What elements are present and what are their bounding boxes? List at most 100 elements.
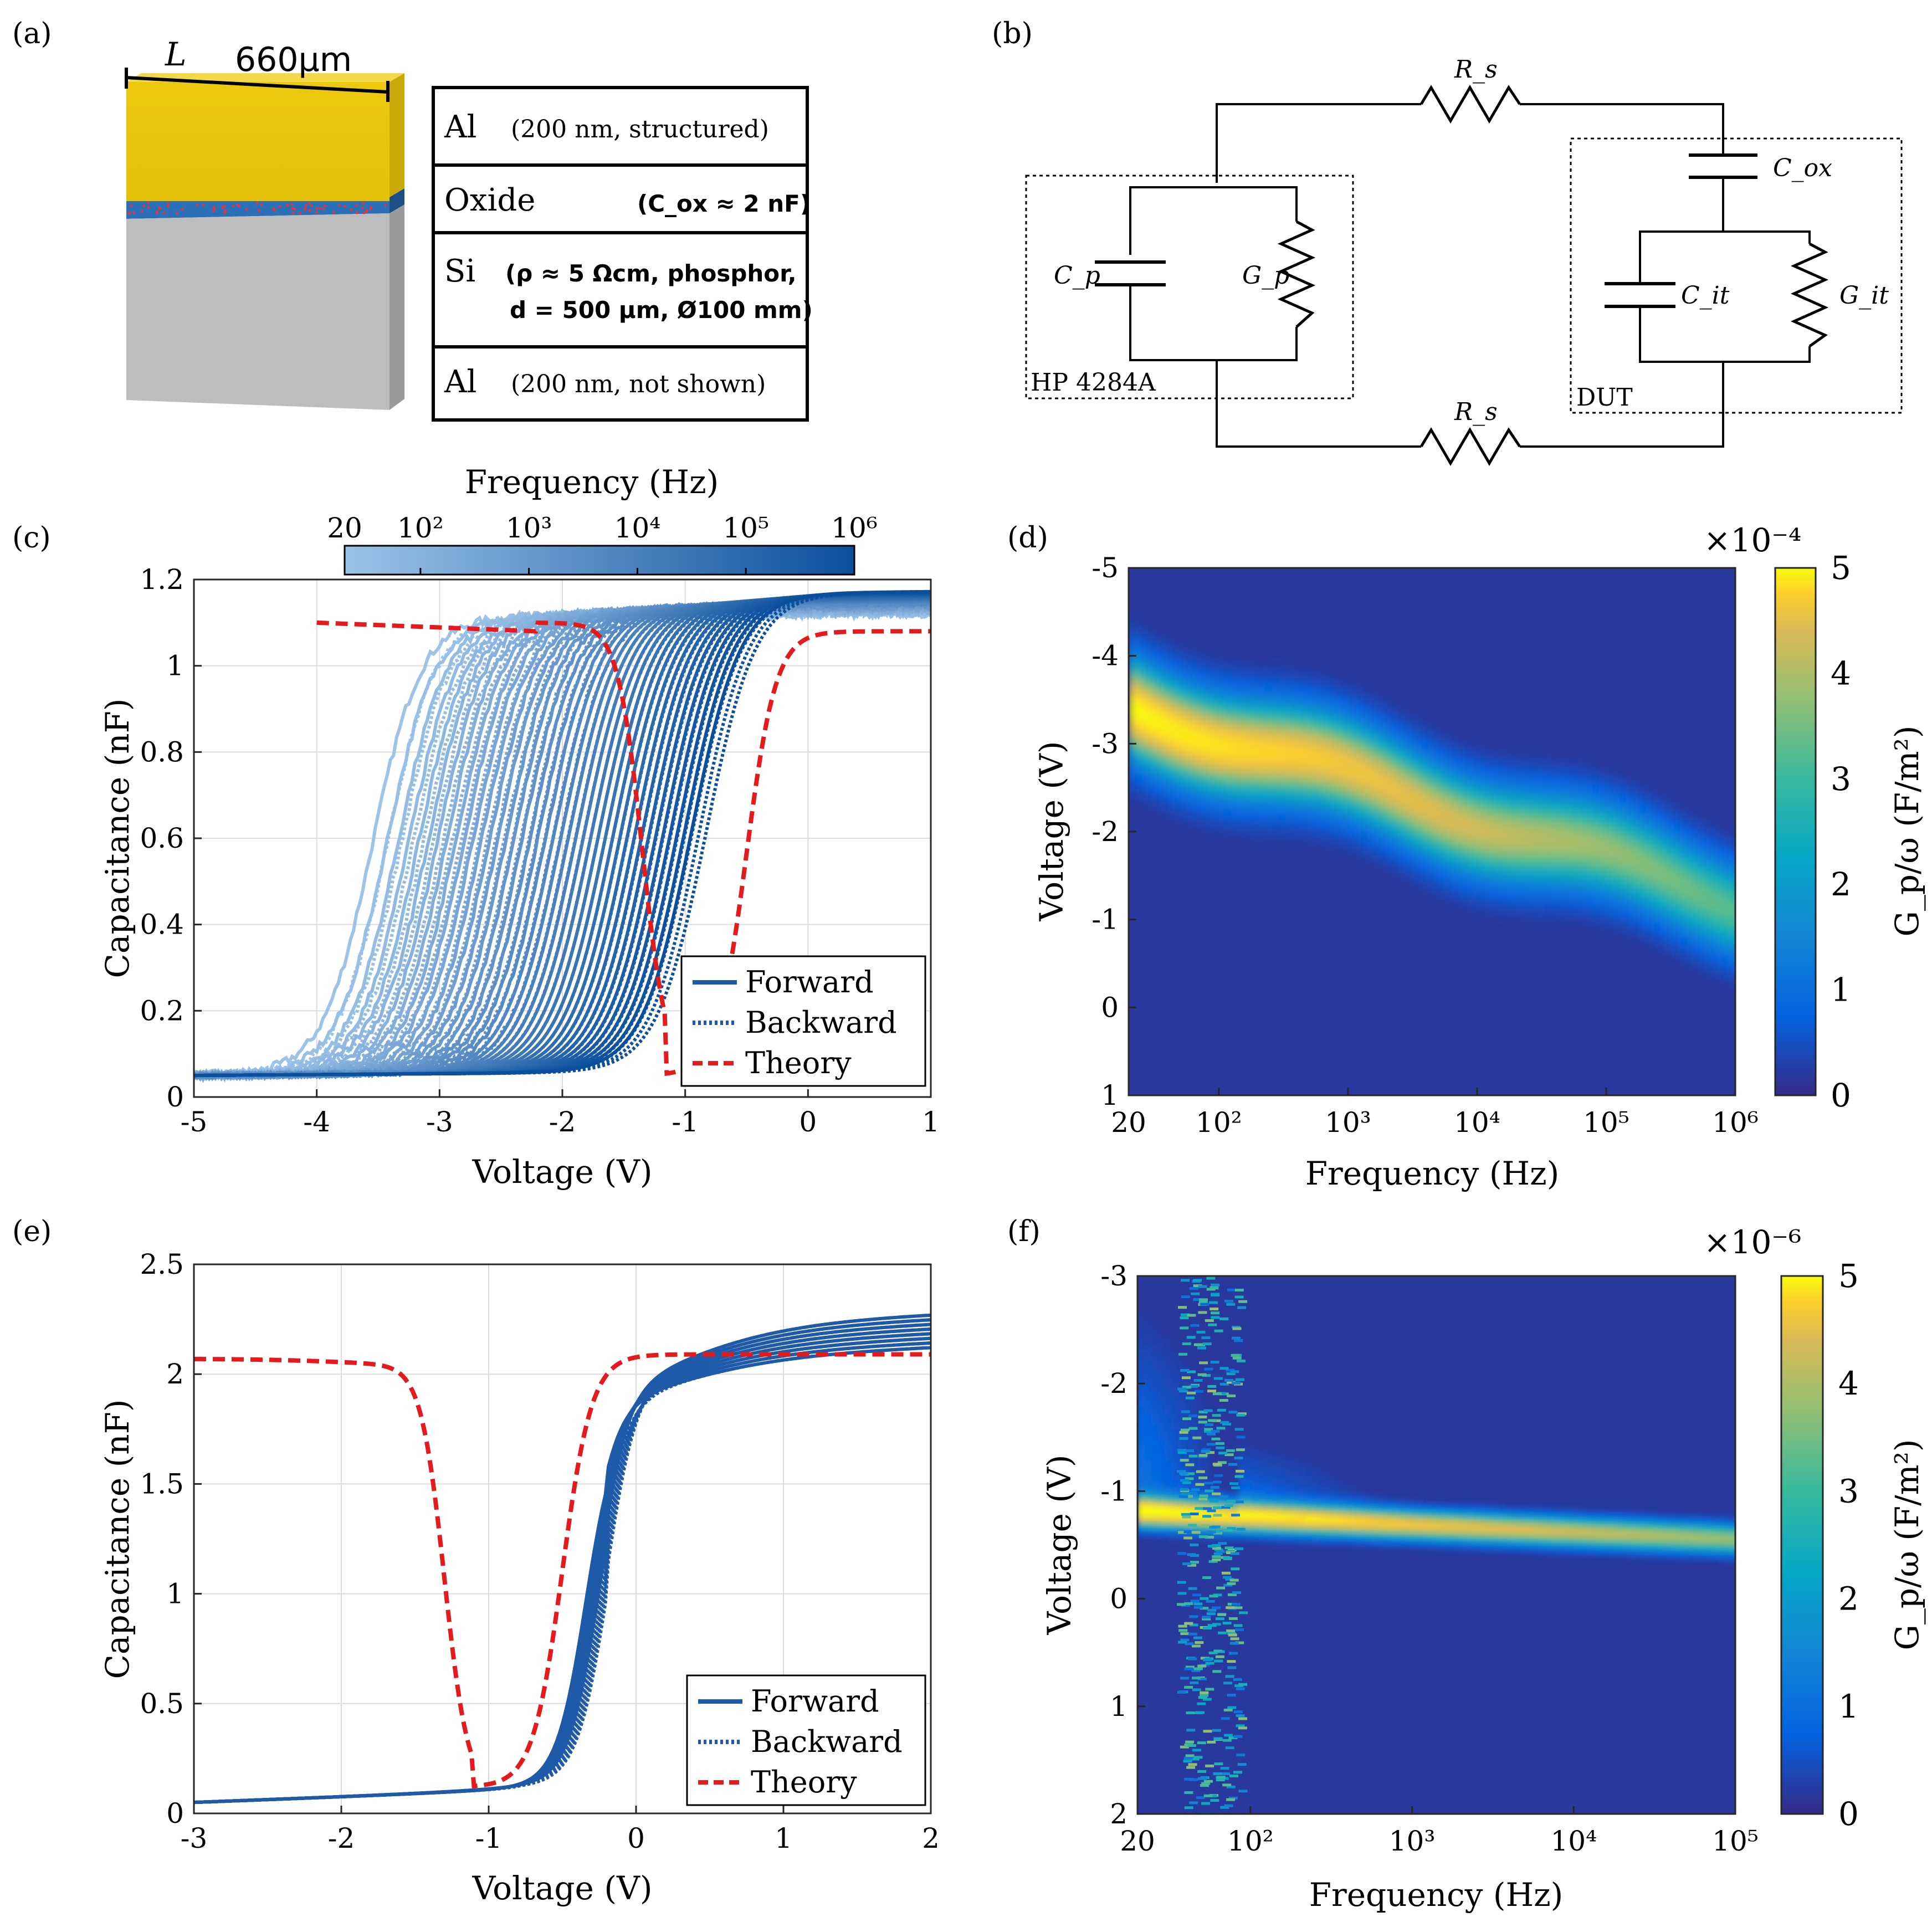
oxide-charge-dot <box>319 207 321 210</box>
oxide-charge-dot <box>224 209 227 212</box>
x-tick-label: 1 <box>922 1106 940 1138</box>
y-tick-label: 0 <box>1110 1583 1128 1615</box>
y-tick-label: 1 <box>166 1578 184 1610</box>
backward-sweep <box>194 590 931 1078</box>
layer-oxide-detail: (C_ox ≈ 2 nF) <box>637 190 811 217</box>
oxide-charge-dot <box>293 208 296 211</box>
oxide-charge-dot <box>355 204 358 207</box>
series-c <box>194 590 931 1084</box>
x-tick-label: -1 <box>475 1822 503 1854</box>
colorbar-f <box>1780 1275 1824 1815</box>
meter-box <box>1025 175 1354 399</box>
x-tick-label: 2 <box>922 1822 940 1854</box>
ylabel-f: Voltage (V) <box>1041 1455 1078 1636</box>
oxide-charge-dot <box>130 204 133 207</box>
x-tick-label: 10⁴ <box>1550 1825 1597 1857</box>
colorbar-tick-label: 2 <box>1831 865 1851 903</box>
oxide-charge-dot <box>291 207 294 210</box>
oxide-charge-dot <box>212 206 216 209</box>
x-tick-label: -5 <box>181 1106 208 1138</box>
x-tick-label: 20 <box>1120 1825 1155 1857</box>
plot-d: 20 10² 10³ 10⁴ 10⁵ 10⁶ -5 -4 -3 -2 -1 0 1 <box>1091 552 1759 1139</box>
colorbar-d-ticks: 0 1 2 3 4 5 <box>1831 549 1851 1114</box>
legend-c-forward: Forward <box>745 965 874 999</box>
oxide-charge-dot <box>362 211 366 214</box>
oxide-charge-dot <box>221 206 224 209</box>
panel-c: (c) Frequency (Hz) 20 10² 10³ 10⁴ 10⁵ 10⁶ -5-… <box>12 463 940 1191</box>
layer-si-material: Si <box>444 253 475 289</box>
y-tick-label: 0 <box>166 1081 184 1113</box>
x-tick-label: -2 <box>328 1822 355 1854</box>
length-dimension-line <box>126 76 388 94</box>
panel-label-d: (d) <box>1007 521 1048 555</box>
label-rs-top: R_s <box>1454 55 1498 84</box>
length-value: 660μm <box>235 40 352 79</box>
legend-e-theory: Theory <box>751 1765 857 1800</box>
plot-f: 20 10² 10³ 10⁴ 10⁵ -3 -2 -1 0 1 2 <box>1100 1260 1759 1857</box>
oxide-charge-dot <box>343 205 346 208</box>
oxide-charge-dot <box>260 203 263 206</box>
oxide-charge-dot <box>167 202 170 205</box>
layer-al-top-material: Al <box>444 109 476 145</box>
series-e <box>194 1313 931 1805</box>
panel-b: (b) R_s R_s C_p G_p C_ox C_it G_it <box>992 17 1903 466</box>
x-tick-label: 10⁴ <box>1454 1106 1500 1139</box>
forward-sweep <box>194 1313 931 1805</box>
ticks-d: 20 10² 10³ 10⁴ 10⁵ 10⁶ -5 -4 -3 -2 -1 0 1 <box>1091 552 1759 1139</box>
x-tick-label: 10⁵ <box>1583 1106 1629 1139</box>
label-git: G_it <box>1839 281 1889 310</box>
oxide-charge-dot <box>299 212 301 214</box>
xlabel-f: Frequency (Hz) <box>1309 1876 1564 1914</box>
ylabel-d: Voltage (V) <box>1033 741 1070 922</box>
resistor-rs-top <box>1419 85 1521 124</box>
oxide-charge-dot <box>162 212 166 214</box>
oxide-charge-dot <box>132 211 136 214</box>
oxide-charge-dot <box>362 202 365 205</box>
oxide-charge-dot <box>322 207 325 211</box>
x-tick-label: -4 <box>303 1106 330 1138</box>
oxide-charge-dot <box>384 204 387 207</box>
y-tick-label: -1 <box>1091 904 1119 936</box>
colorbar-tick-label: 5 <box>1838 1257 1859 1295</box>
panel-label-f: (f) <box>1007 1215 1041 1248</box>
oxide-side-face <box>390 188 404 213</box>
x-tick-label: 0 <box>627 1822 645 1854</box>
al-layer <box>126 82 390 201</box>
oxide-charge-dot <box>156 212 158 214</box>
length-symbol: L <box>165 35 187 73</box>
theory-curve <box>194 1352 931 1788</box>
legend-e-backward: Backward <box>751 1724 903 1759</box>
oxide-charge-dot <box>356 211 358 214</box>
oxide-charge-dot <box>212 209 215 213</box>
legend-e: Forward Backward Theory <box>686 1674 926 1806</box>
oxide-charge-dot <box>332 211 335 214</box>
oxide-charge-dot <box>308 209 311 212</box>
x-tick-label: 10³ <box>1325 1106 1371 1139</box>
oxide-charge-dot <box>196 204 199 207</box>
oxide-charge-dot <box>157 207 161 210</box>
oxide-charge-dot <box>307 202 310 205</box>
oxide-charge-dot <box>365 209 368 212</box>
x-tick-label: 10³ <box>1389 1825 1436 1857</box>
x-tick-label: -2 <box>549 1106 576 1138</box>
colorbar-tick-label: 10⁶ <box>831 512 878 544</box>
si-substrate <box>126 213 390 410</box>
oxide-charge-dot <box>181 207 184 211</box>
colorbar-d-label: G_p/ω (F/m²) <box>1888 725 1926 936</box>
colorbar-tick-label: 10⁴ <box>614 512 661 544</box>
device-cross-section: L 660μm <box>125 35 404 410</box>
legend-e-forward: Forward <box>751 1684 879 1719</box>
oxide-charge-dot <box>338 204 341 207</box>
xlabel-c: Voltage (V) <box>472 1153 653 1191</box>
plot-e: -3 -2 -1 0 1 2 0 0.5 1 1.5 2 2.5 Forward Backward T… <box>140 1248 939 1854</box>
y-tick-label: 1 <box>166 650 184 682</box>
oxide-charge-dot <box>291 212 295 214</box>
oxide-charge-dot <box>176 212 179 215</box>
x-tick-label: 1 <box>775 1822 792 1854</box>
y-tick-label: -1 <box>1100 1475 1128 1507</box>
oxide-charge-dot <box>142 204 145 207</box>
resistor-git <box>1790 242 1829 348</box>
panel-d: (d) 20 10² 10³ 10⁴ 10⁵ 10⁶-5-4-3-2-101 Freque… <box>1007 521 1926 1192</box>
x-tick-label: 10⁶ <box>1712 1106 1759 1139</box>
